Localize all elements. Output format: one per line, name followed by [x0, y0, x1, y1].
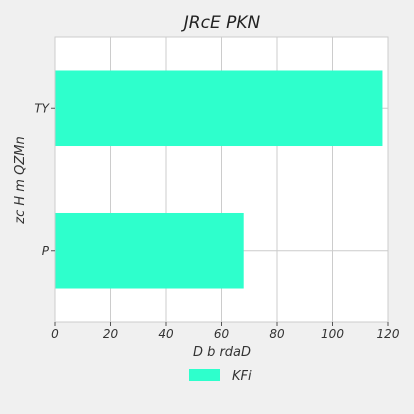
y-ticks: P TY [34, 101, 55, 258]
bar-p [55, 212, 244, 289]
legend-label: KFi [232, 369, 252, 384]
x-tick-label: 0 [51, 327, 59, 341]
x-ticks: 0 20 40 60 80 100 120 [51, 322, 400, 341]
x-axis-label: D b rdaD [193, 345, 251, 360]
x-tick-label: 80 [269, 327, 285, 341]
x-tick-label: 20 [103, 327, 119, 341]
x-tick-label: 60 [214, 327, 230, 341]
x-tick-label: 40 [158, 327, 174, 341]
legend-swatch [189, 369, 220, 381]
chart-title: JRcE PKN [181, 13, 261, 33]
bars [55, 70, 383, 289]
y-tick-label: TY [34, 101, 50, 115]
bar-ty [55, 70, 383, 147]
y-tick-label: P [42, 244, 50, 258]
x-tick-label: 120 [377, 327, 400, 341]
x-tick-label: 100 [321, 327, 344, 341]
y-axis-label: zc H m QZMn [13, 136, 28, 224]
legend: KFi [189, 369, 252, 384]
